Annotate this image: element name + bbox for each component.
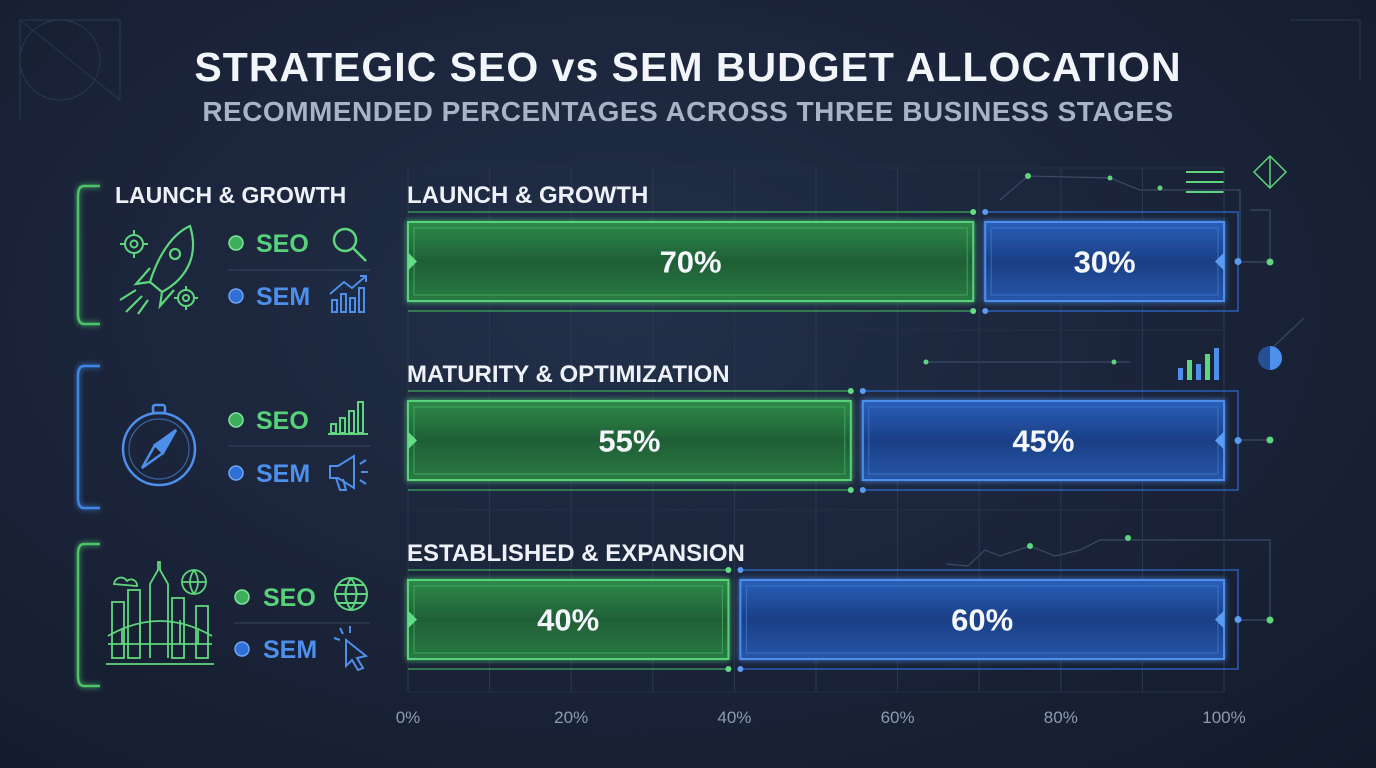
decorative-corner-lines	[18, 19, 1361, 120]
category-label: LAUNCH & GROWTH	[407, 182, 648, 209]
sem-bar	[861, 400, 1225, 481]
x-tick-label: 0%	[396, 708, 421, 727]
sem-bar	[739, 579, 1226, 660]
sem-value-label: 30%	[1074, 245, 1136, 280]
rocket-icon	[119, 224, 195, 315]
stage-bracket-maturity	[76, 364, 100, 510]
sem-bracket-dot	[982, 308, 989, 314]
chart-subtitle: RECOMMENDED PERCENTAGES ACROSS THREE BUS…	[202, 96, 1174, 127]
sem-bracket-dot	[1234, 258, 1242, 265]
sem-bracket-dot	[1234, 437, 1242, 444]
seo-label: SEO	[256, 230, 309, 258]
sem-value-label: 60%	[951, 603, 1013, 638]
seo-dot-icon	[228, 235, 244, 251]
x-tick-label: 80%	[1044, 708, 1078, 727]
trending-chart-icon	[329, 275, 367, 313]
seo-label: SEO	[256, 407, 309, 435]
seo-bracket-dot	[725, 567, 732, 573]
sidebar-stage-title: LAUNCH & GROWTH	[115, 182, 346, 208]
sem-bracket-dot	[982, 209, 989, 215]
sem-dot-icon	[234, 641, 250, 657]
sem-dot-icon	[228, 465, 244, 481]
city-skyline-icon	[106, 561, 214, 665]
compass-icon	[121, 403, 197, 487]
seo-dot-icon	[228, 412, 244, 428]
sem-dot-icon	[228, 288, 244, 304]
cursor-click-icon	[333, 626, 369, 672]
seo-bar-arrow	[408, 610, 417, 629]
chart-title: STRATEGIC SEO vs SEM BUDGET ALLOCATION	[194, 44, 1182, 90]
decorative-menu-lines-icon	[1186, 171, 1224, 193]
sem-label: SEM	[256, 283, 310, 311]
seo-bracket-dot	[970, 308, 977, 314]
decorative-dots	[923, 173, 1274, 624]
x-tick-label: 20%	[554, 708, 588, 727]
seo-value-label: 40%	[537, 603, 599, 638]
sem-bar	[984, 221, 1226, 302]
decorative-diamond-icon	[1252, 154, 1288, 190]
seo-bar-arrow	[408, 431, 417, 450]
sem-bracket-dot	[737, 567, 744, 573]
decorative-mini-bars-icon	[1178, 348, 1219, 380]
sem-bracket-dot	[737, 666, 744, 672]
bar-chart-icon	[328, 401, 368, 435]
sem-bracket-dot	[1234, 616, 1242, 623]
sem-bar-arrow	[1215, 252, 1224, 271]
magnifier-icon	[332, 227, 367, 262]
seo-value-label: 55%	[598, 424, 660, 459]
x-tick-label: 100%	[1202, 708, 1245, 727]
seo-bracket-dot	[847, 487, 854, 493]
seo-bar	[407, 579, 730, 660]
x-tick-label: 60%	[881, 708, 915, 727]
seo-bar-arrow	[408, 252, 417, 271]
sem-bracket-dot	[859, 487, 866, 493]
seo-bracket-dot	[725, 666, 732, 672]
category-label: ESTABLISHED & EXPANSION	[407, 540, 745, 567]
sem-bar-arrow	[1215, 610, 1224, 629]
seo-bracket-dot	[847, 388, 854, 394]
seo-bar	[407, 221, 975, 302]
stage-bracket-launch	[76, 184, 100, 326]
seo-value-label: 70%	[660, 245, 722, 280]
sem-bar-arrow	[1215, 431, 1224, 450]
sem-value-label: 45%	[1012, 424, 1074, 459]
stage-bracket-expansion	[76, 542, 100, 688]
category-labels: LAUNCH & GROWTH MATURITY & OPTIMIZATION ES…	[407, 182, 745, 567]
sem-bracket-dot	[859, 388, 866, 394]
globe-icon	[334, 577, 368, 611]
sem-label: SEM	[256, 460, 310, 488]
sem-label: SEM	[263, 636, 317, 664]
x-tick-label: 40%	[717, 708, 751, 727]
x-axis-tick-labels: 0% 20% 40% 60% 80% 100%	[396, 708, 1246, 727]
seo-dot-icon	[234, 589, 250, 605]
category-label: MATURITY & OPTIMIZATION	[407, 361, 730, 388]
seo-bar	[407, 400, 852, 481]
seo-label: SEO	[263, 584, 316, 612]
decorative-half-circle-icon	[1258, 346, 1282, 370]
megaphone-icon	[329, 454, 368, 491]
chart-bars: 70% 30% 55% 45% 40% 60%	[407, 209, 1242, 672]
gear-icon	[120, 230, 198, 310]
seo-bracket-dot	[970, 209, 977, 215]
